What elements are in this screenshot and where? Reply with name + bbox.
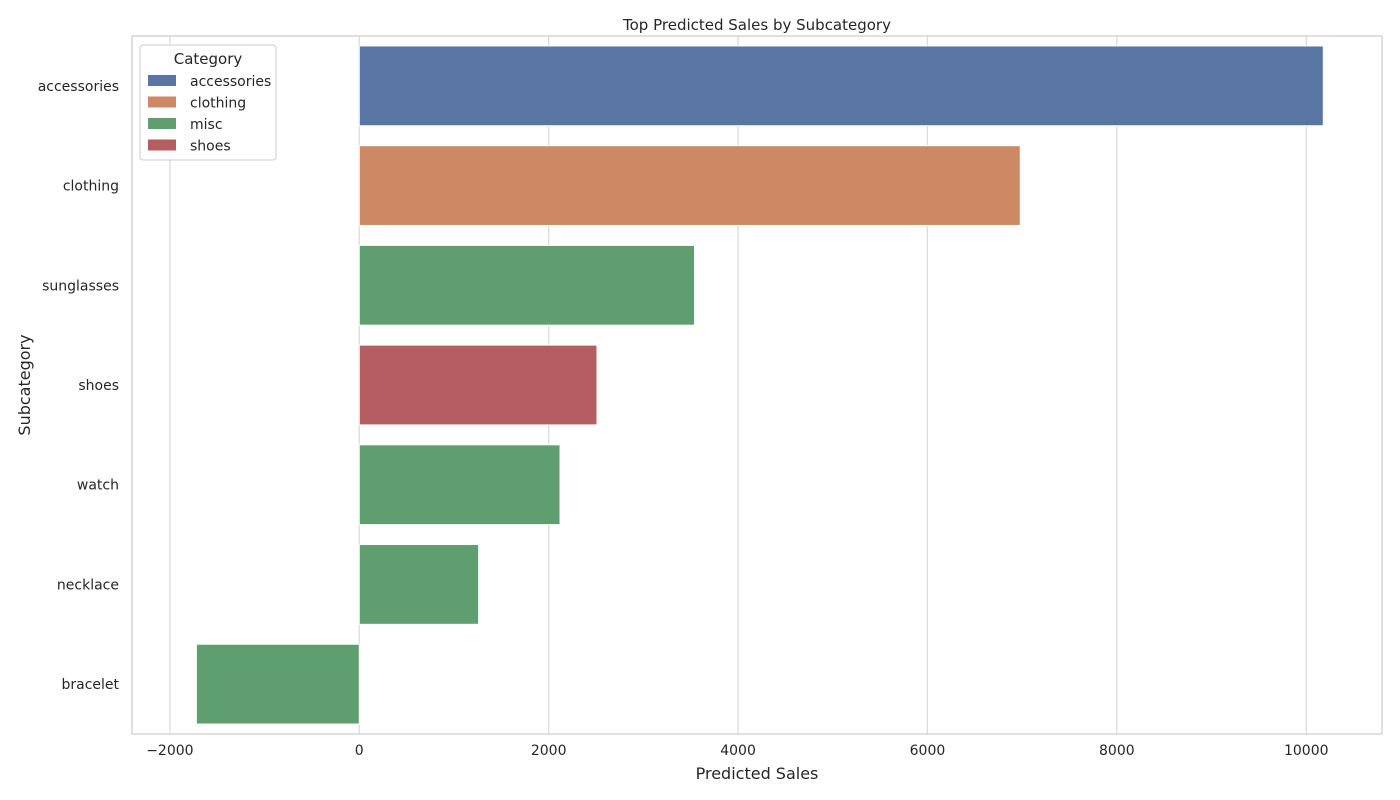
x-tick-label: 10000 — [1284, 743, 1329, 759]
legend-label-clothing: clothing — [190, 96, 246, 112]
legend-swatch-shoes — [148, 139, 176, 151]
bar-clothing — [358, 145, 1021, 226]
legend-label-misc: misc — [190, 117, 223, 133]
x-axis-label: Predicted Sales — [696, 764, 819, 783]
y-tick-label: sunglasses — [42, 278, 119, 294]
bar-necklace — [358, 544, 480, 625]
y-axis-label: Subcategory — [15, 334, 34, 435]
x-tick-labels: −2000 0 2000 4000 6000 8000 10000 — [146, 743, 1328, 759]
bar-accessories — [358, 45, 1324, 127]
bar-bracelet — [195, 643, 360, 725]
y-tick-label: accessories — [38, 79, 119, 95]
chart-title: Top Predicted Sales by Subcategory — [622, 16, 891, 34]
x-tick-label: 8000 — [1099, 743, 1135, 759]
legend-box — [139, 44, 277, 161]
legend-items: accessories clothing misc shoes — [148, 74, 271, 155]
bars — [195, 45, 1324, 725]
y-tick-label: shoes — [78, 378, 119, 394]
x-tick-label: 4000 — [720, 743, 756, 759]
legend-swatch-accessories — [148, 75, 176, 86]
x-tick-label: 6000 — [910, 743, 946, 759]
grid-lines — [169, 36, 1307, 734]
y-tick-label: bracelet — [61, 677, 119, 693]
bar-watch — [358, 444, 561, 526]
x-tick-label: −2000 — [146, 743, 193, 759]
x-tick-label: 2000 — [531, 743, 567, 759]
y-tick-label: watch — [77, 478, 119, 494]
y-tick-label: necklace — [57, 577, 119, 593]
legend-swatch-clothing — [148, 96, 176, 108]
bar-sunglasses — [358, 244, 695, 326]
legend-swatch-misc — [148, 118, 176, 129]
legend: Category accessories clothing misc shoes — [139, 44, 277, 161]
legend-title: Category — [174, 50, 243, 68]
x-tick-label: 0 — [355, 743, 364, 759]
bar-shoes — [358, 344, 598, 426]
legend-label-accessories: accessories — [190, 74, 271, 90]
legend-label-shoes: shoes — [190, 139, 231, 155]
plot-frame — [131, 35, 1383, 735]
y-tick-label: clothing — [63, 179, 119, 195]
y-tick-labels: accessories clothing sunglasses shoes watch n… — [38, 79, 120, 693]
